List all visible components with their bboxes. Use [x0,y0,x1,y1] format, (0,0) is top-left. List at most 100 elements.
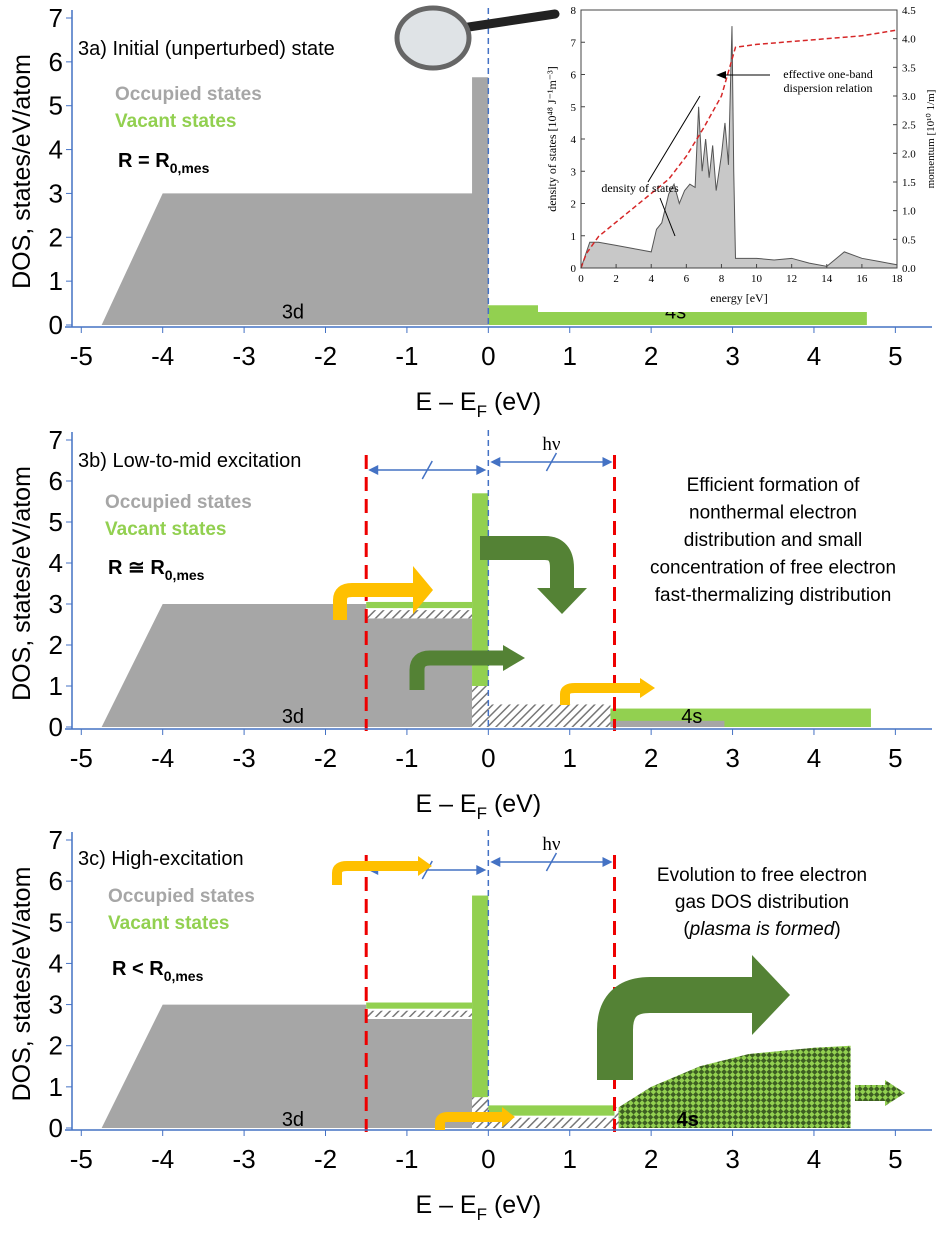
dos-band [488,704,611,727]
legend-entry: Occupied states [115,84,262,105]
legend-entry: Vacant states [115,111,236,132]
inset-annotation: dispersion relation [784,81,873,95]
y-tick-label: 1 [49,671,63,701]
break-mark [421,860,433,880]
x-tick-label: 12 [786,273,797,285]
annotation: distribution and small [684,530,862,551]
y-tick-label: 5 [49,907,63,937]
arrow-head [602,457,613,467]
magnifier-icon [394,5,560,71]
occupied-dos [101,1004,473,1128]
legend-entry: Occupied states [105,492,252,513]
inset-annotation: density of states [601,181,679,195]
band-label: 4s [681,706,702,728]
y2-tick-label: 3.5 [902,62,916,74]
annotation: fast-thermalizing distribution [655,585,892,606]
x-tick-label: 3 [725,341,739,371]
y-tick-label: 2 [49,1031,63,1061]
process-arrows [332,536,905,1130]
y-tick-label: 8 [571,5,577,17]
x-label-unit: (eV) [487,790,541,818]
dos-band [488,1117,615,1128]
pointer [647,95,701,183]
panel-title: 3c) High-excitation [78,848,244,870]
x-tick-label: 4 [807,743,821,773]
y-axis-label: DOS, states/eV/atom [8,54,36,289]
x-tick-label: 1 [562,1144,576,1174]
panel-title: 3a) Initial (unperturbed) state [78,38,335,60]
occupied-dos [101,604,473,727]
x-tick-label: 2 [613,273,619,285]
x-tick-label: 1 [562,341,576,371]
annotation-part: ) [834,919,840,940]
y-tick-label: 6 [49,866,63,896]
band-label: 4s [677,1109,699,1131]
y-axis-label: DOS, states/eV/atom [8,867,36,1102]
y-tick-label: 2 [49,222,63,252]
x-tick-label: 3 [725,1144,739,1174]
x-tick-label: 4 [648,273,654,285]
y-tick-label: 2 [571,199,577,211]
x-tick-label: -3 [233,1144,256,1174]
annotation: Evolution to free electron [657,865,867,886]
condition-main: R ≅ R [108,557,165,579]
x-axis-label: E – EF (eV) [415,790,541,823]
arrow-head [476,865,487,875]
dos-band [472,895,489,1098]
y2-tick-label: 4.5 [902,5,916,17]
x-tick-label: 16 [856,273,868,285]
pointer-head [716,71,726,79]
photon-label: hν [542,834,561,855]
x-tick-label: 3 [725,743,739,773]
y-tick-label: 3 [49,589,63,619]
x-label-main: E – E [415,388,476,416]
x-tick-label: 5 [888,743,902,773]
x-tick-label: 10 [751,273,763,285]
dos-area [580,26,898,269]
dos-band [366,1002,473,1009]
y-tick-label: 1 [49,1072,63,1102]
condition-sub: 0,mes [164,968,204,984]
x-tick-label: 5 [888,1144,902,1174]
x-tick-label: -5 [70,1144,93,1174]
y-tick-label: 5 [571,102,577,114]
y-tick-label: 1 [49,266,63,296]
y2-tick-label: 1.5 [902,177,916,189]
x-tick-label: -2 [314,341,337,371]
condition-sub: 0,mes [165,567,205,583]
y2-tick-label: 3.0 [902,91,916,103]
x-axis-label: E – EF (eV) [415,388,541,421]
annotation: concentration of free electron [650,558,896,579]
condition: R ≅ R0,mes [108,557,205,583]
x-tick-label: 2 [644,1144,658,1174]
y-tick-label: 5 [49,507,63,537]
x-label-sub: F [477,1205,487,1224]
y-tick-label: 1 [571,231,577,243]
annotation: (plasma is formed) [683,919,840,940]
arrow-head [368,465,379,475]
x-tick-label: 5 [888,341,902,371]
x-tick-label: 6 [684,273,690,285]
y-tick-label: 7 [49,825,63,855]
x-tick-label: -5 [70,743,93,773]
annotation: gas DOS distribution [675,892,849,913]
x-tick-label: 14 [821,273,833,285]
y-tick-label: 4 [49,135,63,165]
x-tick-label: 4 [807,1144,821,1174]
y-tick-label: 6 [49,47,63,77]
y-tick-label: 7 [49,3,63,33]
momentum-line [580,29,898,269]
x-tick-label: -4 [151,743,174,773]
annotation: nonthermal electron [689,503,857,524]
arrow-head [490,857,501,867]
condition-main: R = R [118,150,170,172]
arrow-head [602,857,613,867]
condition: R = R0,mes [118,150,210,176]
break-mark [545,852,558,872]
x-tick-label: 0 [481,341,495,371]
x-tick-label: -4 [151,341,174,371]
y-tick-label: 0 [49,712,63,742]
x-label-main: E – E [415,790,476,818]
pointer [659,197,676,237]
